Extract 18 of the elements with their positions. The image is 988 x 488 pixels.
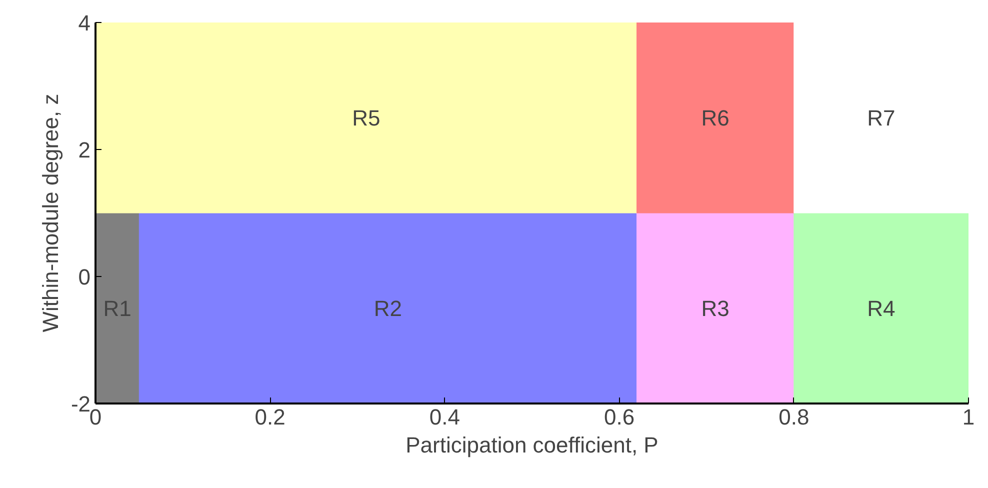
y-tick-label: -2 <box>70 392 90 416</box>
series-label: R5 <box>352 105 380 130</box>
series-label: R4 <box>867 296 896 321</box>
series-label: R6 <box>701 105 730 130</box>
series-label: R1 <box>103 296 132 321</box>
y-tick-label: 2 <box>78 138 91 162</box>
x-tick-label: 0.6 <box>604 404 635 430</box>
series-label: R7 <box>867 105 896 130</box>
y-tick-label: 4 <box>78 10 91 36</box>
x-tick-label: 0.2 <box>254 404 286 430</box>
y-axis-title: Within-module degree, z <box>38 94 63 332</box>
series-label: R3 <box>701 296 730 321</box>
x-axis-title: Participation coefficient, P <box>406 432 658 458</box>
y-tick-label: 0 <box>78 264 91 290</box>
x-tick-label: 0.4 <box>429 404 460 430</box>
x-tick-label: 1 <box>962 404 975 430</box>
series-label: R2 <box>374 296 402 321</box>
x-tick-label: 0.8 <box>778 404 810 430</box>
